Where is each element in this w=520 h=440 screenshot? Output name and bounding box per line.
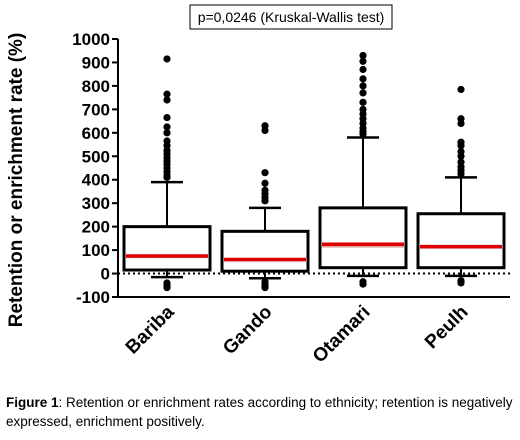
- box-gando: [220, 122, 310, 292]
- outlier-point: [457, 85, 465, 94]
- outlier-point: [163, 55, 171, 63]
- outlier-point: [457, 276, 465, 285]
- outlier-point: [359, 98, 367, 106]
- y-tick-label: 0: [101, 265, 110, 284]
- y-tick-label: 800: [82, 77, 110, 96]
- y-tick-label: -100: [76, 288, 110, 307]
- outlier-point: [163, 90, 171, 98]
- box-plot-chart: p=0,0246 (Kruskal-Wallis test) Retention…: [6, 4, 510, 368]
- outlier-point: [261, 278, 269, 286]
- y-axis-label: Retention or enrichment rate (%): [6, 33, 27, 328]
- iqr-box: [416, 212, 506, 270]
- outlier-point: [163, 96, 171, 104]
- outlier-point: [457, 158, 465, 166]
- outlier-point: [163, 279, 171, 287]
- caption-label: Figure 1: [6, 395, 59, 410]
- y-tick-label: 500: [82, 147, 110, 166]
- x-category-label: Gando: [219, 302, 276, 359]
- box-otamari: [318, 51, 408, 288]
- outlier-point: [261, 122, 269, 130]
- outlier-point: [359, 105, 367, 113]
- outlier-point: [359, 51, 367, 60]
- caption-text: : Retention or enrichment rates accordin…: [6, 395, 513, 429]
- iqr-box: [122, 225, 212, 272]
- x-category-label: Peulh: [421, 302, 472, 353]
- y-tick-label: 100: [82, 241, 110, 260]
- x-category-label: Otamari: [309, 302, 375, 368]
- outlier-point: [359, 65, 367, 74]
- y-tick-label: 400: [82, 171, 110, 190]
- annotation-text: p=0,0246 (Kruskal-Wallis test): [198, 9, 385, 25]
- y-tick-label: 700: [82, 100, 110, 119]
- box-bariba: [122, 55, 212, 292]
- box-peulh: [416, 85, 506, 287]
- y-tick-label: 200: [82, 218, 110, 237]
- outlier-point: [163, 123, 171, 131]
- outlier-point: [359, 57, 367, 65]
- outlier-point: [163, 113, 171, 122]
- y-tick-label: 900: [82, 53, 110, 72]
- iqr-box: [318, 206, 408, 270]
- outlier-point: [163, 137, 171, 145]
- annotation-box: [189, 4, 393, 30]
- y-tick-label: 600: [82, 124, 110, 143]
- outlier-point: [261, 179, 269, 187]
- outlier-point: [457, 147, 465, 156]
- iqr-box: [220, 229, 310, 273]
- outlier-point: [359, 278, 367, 286]
- outlier-point: [261, 169, 269, 177]
- outlier-point: [163, 129, 171, 137]
- y-tick-label: 1000: [72, 30, 110, 49]
- y-tick-label: 300: [82, 194, 110, 213]
- x-category-label: Bariba: [122, 301, 179, 358]
- outlier-point: [359, 75, 367, 83]
- outlier-point: [359, 82, 367, 90]
- figure-caption: Figure 1: Retention or enrichment rates …: [6, 393, 516, 431]
- outlier-point: [359, 89, 367, 97]
- outlier-point: [457, 115, 465, 123]
- outlier-point: [457, 138, 465, 146]
- outlier-point: [261, 186, 269, 194]
